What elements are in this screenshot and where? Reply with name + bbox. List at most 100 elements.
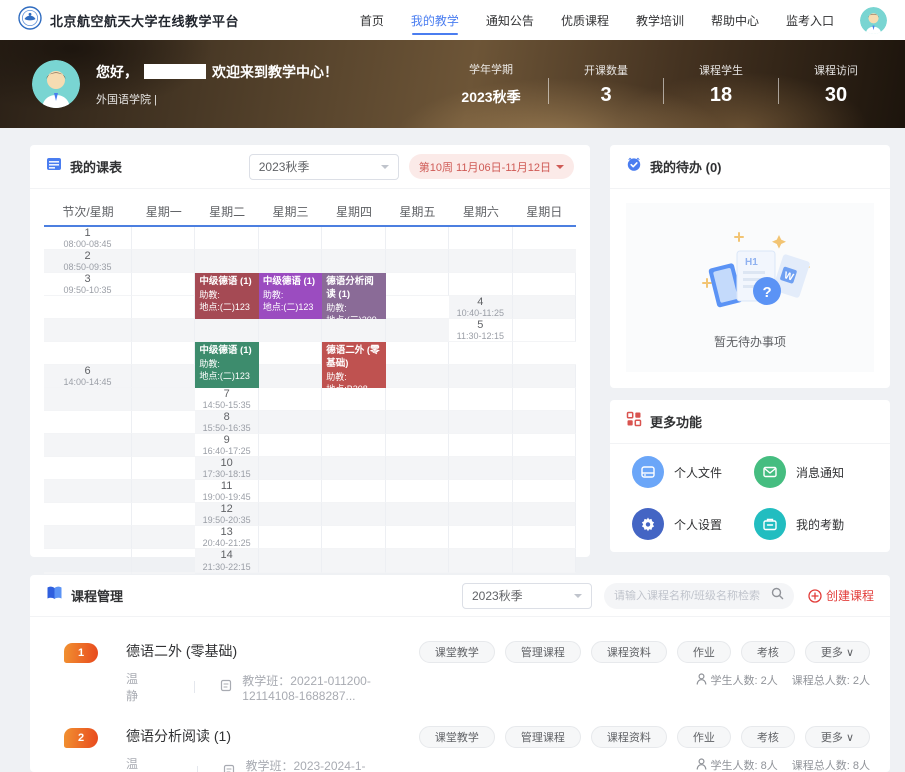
gear-icon xyxy=(632,508,664,540)
nav-item[interactable]: 帮助中心 xyxy=(710,13,759,28)
schedule-event[interactable]: 德语二外 (零基础)助教:地点:B208 xyxy=(322,342,386,388)
nav-item[interactable]: 我的教学 xyxy=(411,0,459,42)
course-action-button[interactable]: 管理课程 xyxy=(504,641,581,663)
nav-item[interactable]: 通知公告 xyxy=(485,13,534,28)
course-list: 1 德语二外 (零基础) 温静 教学班：20221-011200-1211410… xyxy=(30,617,890,772)
timetable-cell xyxy=(385,365,450,388)
course-actions: 课堂教学 管理课程 课程资料 作业 考核 更多 ∨ xyxy=(418,641,870,663)
schedule-term-select[interactable]: 2023秋季 xyxy=(248,153,399,180)
timetable-cell xyxy=(449,365,513,388)
search-icon[interactable] xyxy=(771,587,784,605)
timetable-cell xyxy=(449,227,513,250)
grid-icon xyxy=(626,411,642,432)
function-label: 我的考勤 xyxy=(796,517,845,532)
more-functions-title: 更多功能 xyxy=(650,415,703,430)
function-item[interactable]: 我的考勤 xyxy=(754,506,876,542)
period-cell: 8 15:50-16:35 xyxy=(195,411,259,434)
function-label: 消息通知 xyxy=(796,465,845,480)
timetable-cell xyxy=(258,388,323,411)
period-cell: 1 08:00-08:45 xyxy=(44,227,132,250)
schedule-event[interactable]: 中级德语 (1) 助教: 地点:(二)123 xyxy=(195,273,259,319)
timetable-cell xyxy=(44,572,132,574)
personal-files-icon xyxy=(632,456,664,488)
svg-text:W: W xyxy=(782,270,795,284)
course-actions: 课堂教学 管理课程 课程资料 作业 考核 更多 ∨ xyxy=(418,726,870,748)
nav-item[interactable]: 首页 xyxy=(359,13,384,28)
caret-down-icon xyxy=(556,164,564,173)
timetable-cell xyxy=(44,296,132,319)
period-cell: 14 21:30-22:15 xyxy=(195,549,259,573)
timetable-column-header: 节次/星期 xyxy=(44,197,132,227)
course-action-button[interactable]: 课堂教学 xyxy=(418,726,495,748)
user-avatar[interactable] xyxy=(860,6,887,34)
timetable-cell xyxy=(132,342,196,365)
greeting-suffix: 欢迎来到教学中心！ xyxy=(212,63,338,80)
welcome-banner: 您好， 欢迎来到教学中心！ 外国语学院 | 学年学期 2023秋季 开课数量 3… xyxy=(0,40,905,128)
timetable-cell xyxy=(132,434,196,457)
timetable-cell xyxy=(322,227,386,250)
function-item[interactable]: 个人文件 xyxy=(632,454,754,490)
course-action-button[interactable]: 作业 xyxy=(676,726,731,748)
timetable-cell xyxy=(385,526,450,549)
timetable-cell xyxy=(195,250,259,273)
book-icon xyxy=(46,585,63,606)
timetable-grid: 节次/星期 星期一 星期二 星期三 星期四 星期五 星期六 星期日 1 08:00-08:45 2 0… xyxy=(44,197,576,574)
course-title[interactable]: 德语二外 (零基础) xyxy=(126,643,238,659)
schedule-event[interactable]: 中级德语 (1) 助教: 地点:(二)123 xyxy=(195,342,259,388)
course-counts: 学生人数: 8人 课程总人数: 8人 xyxy=(419,757,870,772)
timetable-cell xyxy=(322,549,386,573)
timetable-cell xyxy=(449,388,513,411)
schedule-event[interactable]: 中级德语 (1) 助教: 地点:(二)123 xyxy=(258,273,323,319)
nav-item[interactable]: 监考入口 xyxy=(785,13,834,28)
chevron-down-icon xyxy=(573,593,582,602)
timetable-cell xyxy=(449,480,513,503)
period-cell: 10 17:30-18:15 xyxy=(195,457,259,480)
course-counts: 学生人数: 2人 课程总人数: 2人 xyxy=(419,672,870,688)
period-cell: 12 19:50-20:35 xyxy=(195,503,259,526)
course-search-input[interactable] xyxy=(613,589,771,602)
class-info: 教学班：20221-011200-12114108-1688287... xyxy=(242,673,371,703)
course-action-button[interactable]: 作业 xyxy=(676,641,731,663)
function-item[interactable]: 个人设置 xyxy=(632,506,754,542)
class-info: 教学班：2023-2024-1-B3I122530-001 xyxy=(245,758,366,772)
course-action-button[interactable]: 课程资料 xyxy=(590,641,667,663)
timetable-cell xyxy=(44,526,132,549)
platform-title: 北京航空航天大学在线教学平台 xyxy=(50,13,240,29)
course-title[interactable]: 德语分析阅读 (1) xyxy=(126,728,231,744)
course-action-button[interactable]: 考核 xyxy=(740,726,795,748)
timetable-cell xyxy=(132,457,196,480)
create-course-button[interactable]: 创建课程 xyxy=(808,587,874,604)
course-action-button[interactable]: 管理课程 xyxy=(504,726,581,748)
timetable-cell xyxy=(322,411,386,434)
timetable-cell xyxy=(322,250,386,273)
period-cell: 13 20:40-21:25 xyxy=(195,526,259,549)
schedule-event[interactable]: 德语分析阅读 (1)助教:地点:(三)209 xyxy=(322,273,386,319)
timetable-cell xyxy=(258,434,323,457)
timetable-cell xyxy=(258,549,323,573)
timetable-cell xyxy=(132,227,196,250)
timetable-cell xyxy=(385,296,450,319)
timetable-cell xyxy=(512,365,576,388)
brand: 北京航空航天大学在线教学平台 xyxy=(18,5,240,35)
course-action-button[interactable]: 课堂教学 xyxy=(418,641,495,663)
banner-text: 您好， 欢迎来到教学中心！ 外国语学院 | xyxy=(96,62,338,107)
week-selector[interactable]: 第10周 11月06日-11月12日 xyxy=(408,154,574,179)
course-action-button[interactable]: 课程资料 xyxy=(590,726,667,748)
nav-item[interactable]: 优质课程 xyxy=(560,13,609,28)
timetable-cell xyxy=(44,319,132,342)
course-action-button[interactable]: 更多 ∨ xyxy=(804,726,870,748)
empty-illustration: H1 W ? xyxy=(702,232,810,308)
timetable-cell xyxy=(449,411,513,434)
timetable-cell xyxy=(44,434,132,457)
divider xyxy=(193,681,195,693)
course-action-button[interactable]: 考核 xyxy=(740,641,795,663)
timetable-cell xyxy=(512,457,576,480)
function-item[interactable]: 消息通知 xyxy=(754,454,876,490)
timetable-cell xyxy=(385,480,450,503)
nav-item[interactable]: 教学培训 xyxy=(635,13,684,28)
student-count: 学生人数: 2人 xyxy=(710,675,778,687)
course-term-select[interactable]: 2023秋季 xyxy=(461,582,592,609)
period-cell: 4 10:40-11:25 xyxy=(449,296,513,319)
course-action-button[interactable]: 更多 ∨ xyxy=(804,641,870,663)
timetable-column-header: 星期五 xyxy=(385,197,450,227)
